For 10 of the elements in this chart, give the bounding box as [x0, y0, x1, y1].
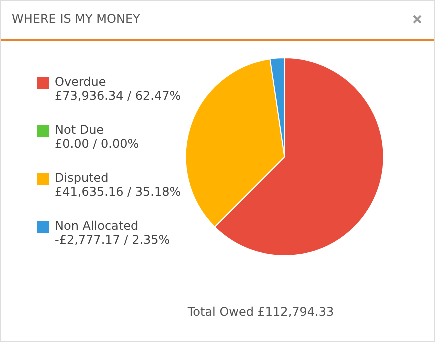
- data-label: £41,635.16 / 35.18%: [55, 185, 182, 200]
- chart-title: WHERE IS MY MONEY: [12, 12, 140, 26]
- legend-label: Overdue: [55, 75, 106, 90]
- legend-label: Not Due: [55, 123, 104, 138]
- text: Total Owed £112,794.33: [186, 305, 336, 319]
- data-label: -£2,777.17 / 2.35%: [55, 233, 170, 248]
- data-label: £73,936.34 / 62.47%: [55, 89, 182, 104]
- legend-label: Non Allocated: [55, 219, 139, 234]
- text: £0.00 / 0.00%: [55, 137, 140, 152]
- legend-label: Disputed: [55, 171, 109, 186]
